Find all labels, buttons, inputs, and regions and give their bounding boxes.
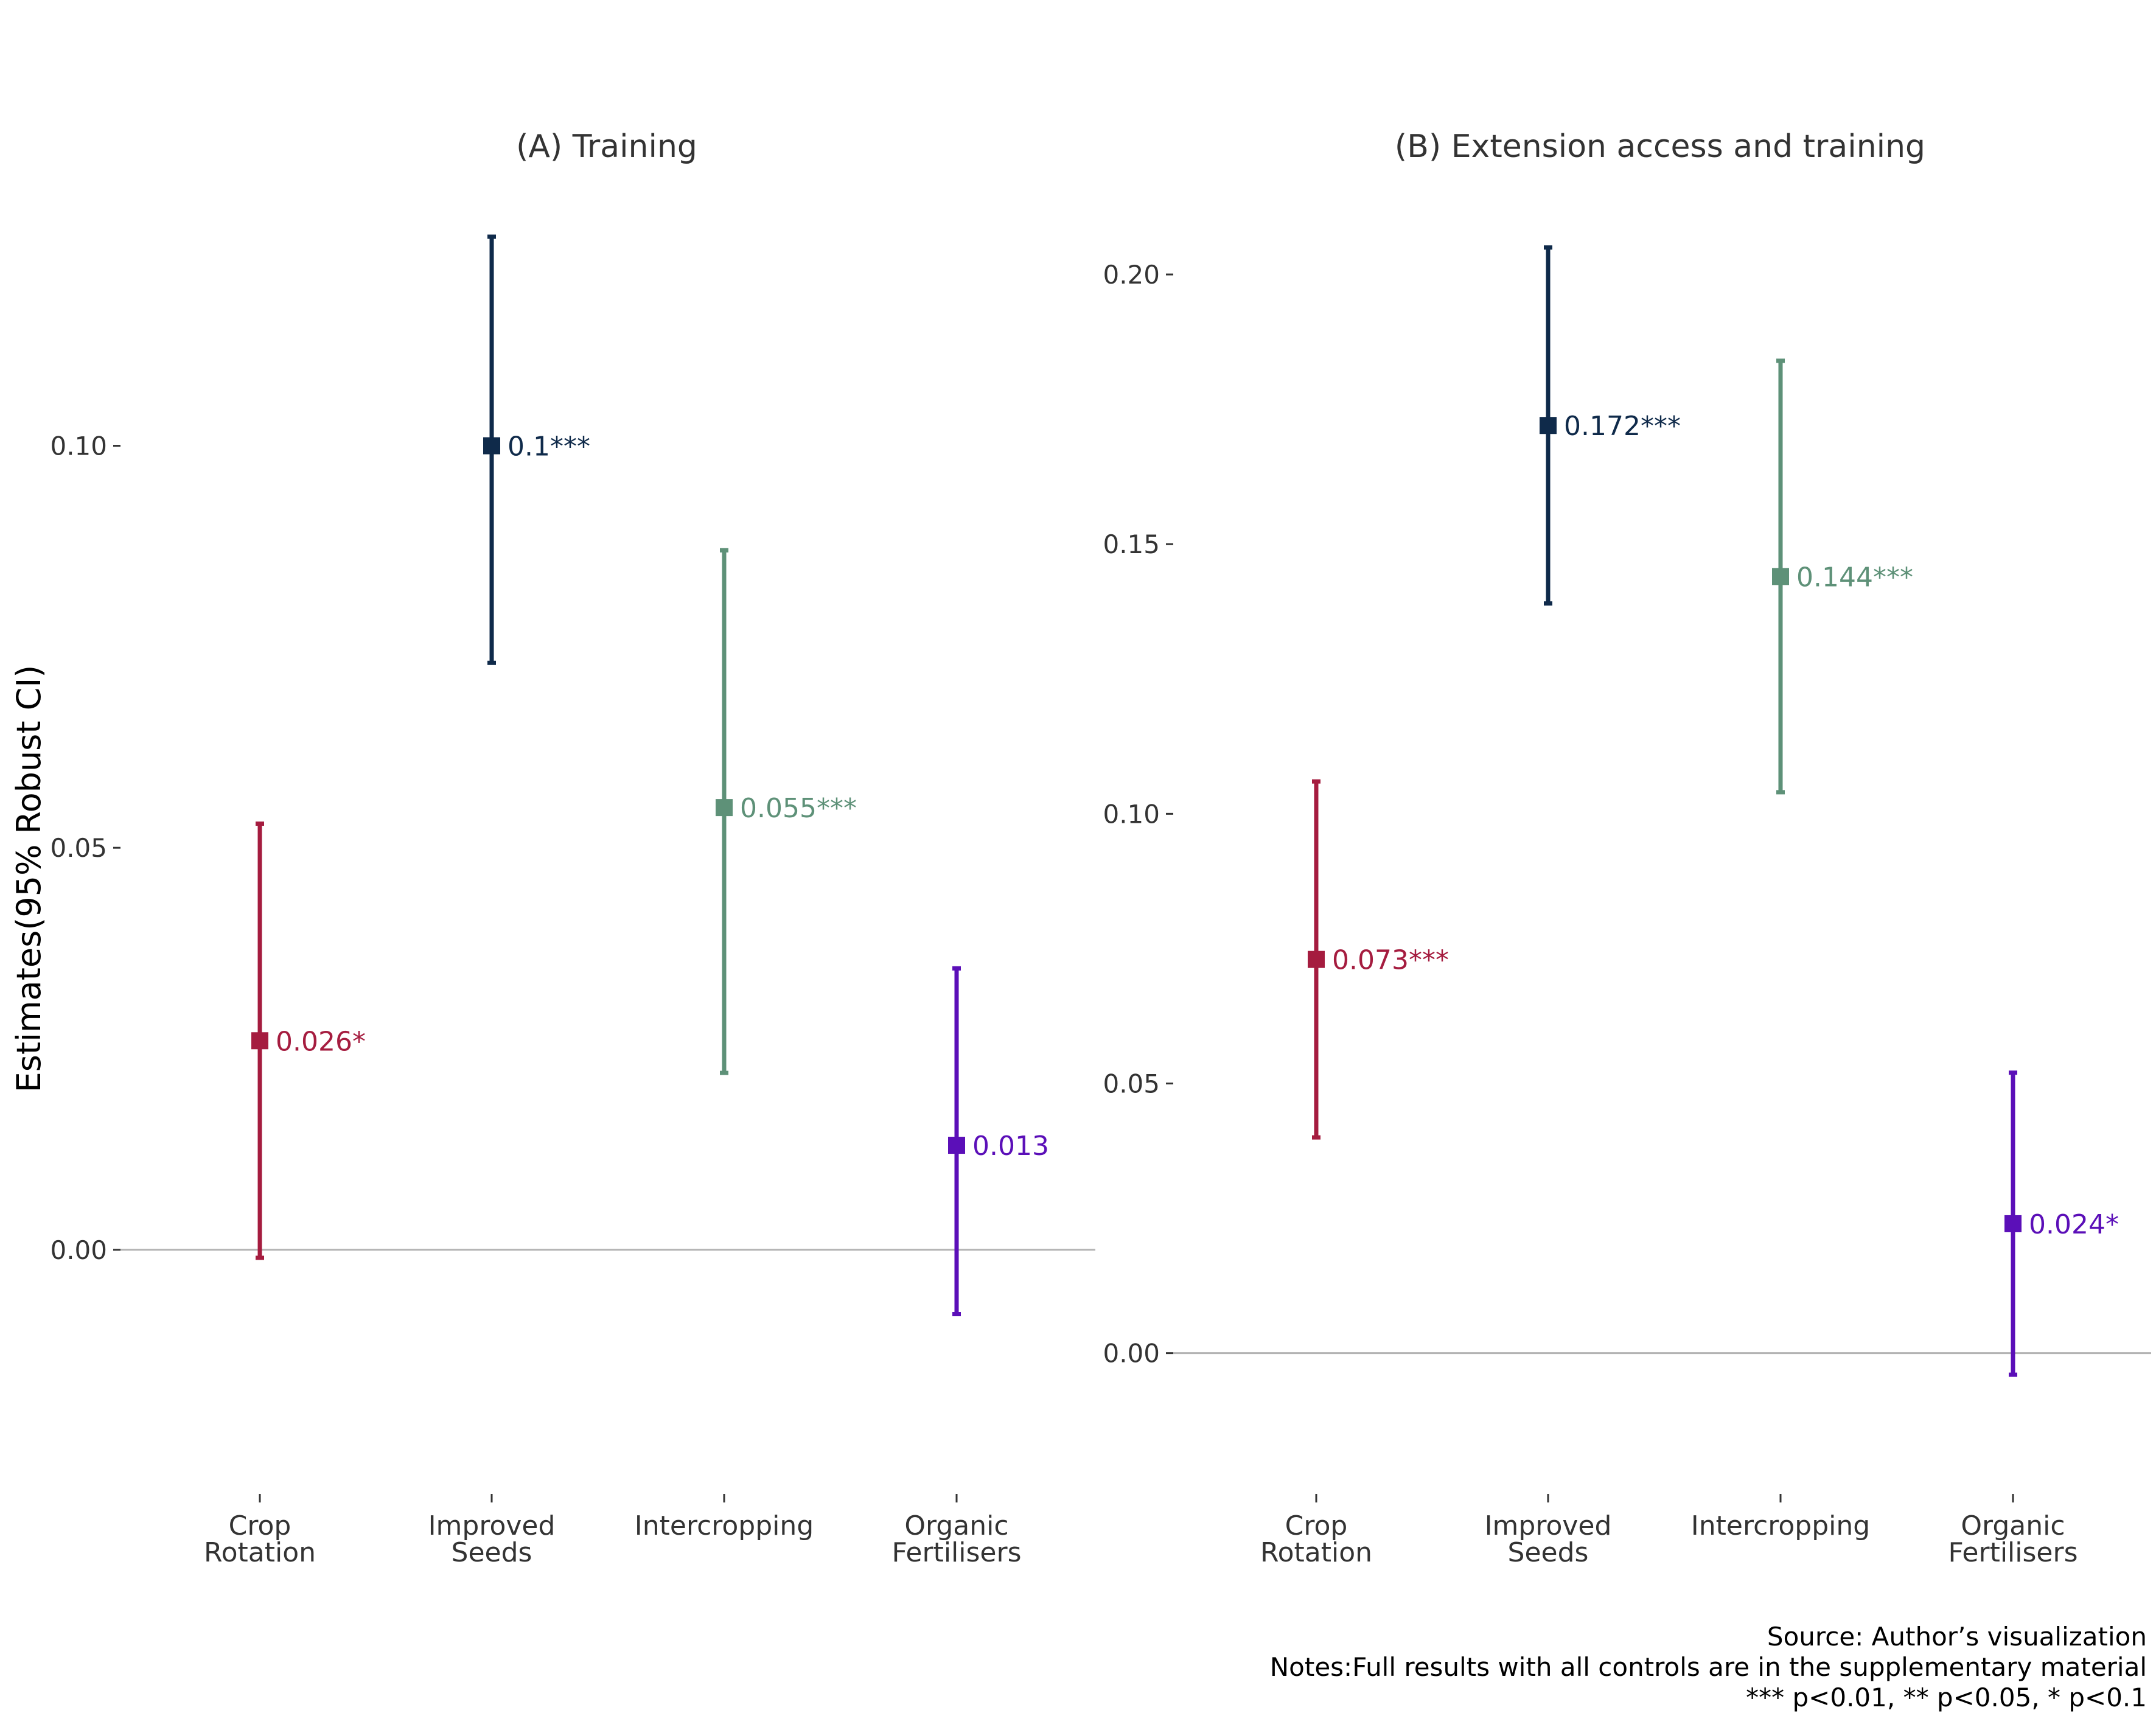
panel-a-y-tick-label: 0.00: [50, 1235, 107, 1265]
panel-b-point-organic-fertilisers: [2004, 1215, 2022, 1232]
panel-b-estimate-label-improved-seeds: 0.172***: [1564, 411, 1681, 442]
panel-a: 0.00 0.05 0.10 Crop Rotation Improved Seeds Int…: [50, 234, 1095, 1568]
panel-a-title: (A) Training: [516, 128, 697, 165]
panel-a-x-label-organic-fertilisers: Organic Fertilisers: [892, 1510, 1022, 1568]
panel-b-y-tick-label: 0.00: [1103, 1339, 1160, 1369]
panel-b-y-tick-label: 0.10: [1103, 799, 1160, 829]
panel-b-x-label-organic-fertilisers: Organic Fertilisers: [1948, 1510, 2078, 1568]
panel-b-estimate-label-organic-fertilisers: 0.024*: [2029, 1209, 2119, 1240]
panel-a-y-tick-label: 0.10: [50, 431, 107, 461]
panel-a-point-crop-rotation: [251, 1032, 268, 1050]
controls-note: Notes:Full results with all controls are…: [1270, 1652, 2147, 1682]
panel-a-estimate-label-crop-rotation: 0.026*: [276, 1026, 366, 1057]
panel-a-estimate-label-intercropping: 0.055***: [740, 793, 857, 824]
panel-a-x-label-crop-rotation: Crop Rotation: [204, 1510, 316, 1568]
significance-note: *** p<0.01, ** p<0.05, * p<0.1: [1746, 1683, 2147, 1712]
panel-a-x-label-intercropping: Intercropping: [635, 1510, 814, 1541]
panel-b-x-label-crop-rotation: Crop Rotation: [1260, 1510, 1372, 1568]
panel-b-y-tick-label: 0.05: [1103, 1069, 1160, 1098]
panel-a-estimate-label-organic-fertilisers: 0.013: [972, 1131, 1049, 1162]
panel-b: 0.00 0.05 0.10 0.15 0.20 Crop Rotation Improved…: [1103, 245, 2151, 1568]
panel-b-estimate-label-intercropping: 0.144***: [1796, 562, 1913, 593]
panel-a-x-label-improved-seeds: Improved Seeds: [428, 1510, 556, 1568]
panel-b-estimate-label-crop-rotation: 0.073***: [1332, 945, 1449, 976]
panel-a-y-tick-label: 0.05: [50, 833, 107, 863]
panel-a-estimate-label-improved-seeds: 0.1***: [508, 431, 590, 462]
source-note: Source: Author’s visualization: [1767, 1622, 2147, 1652]
panel-b-x-label-intercropping: Intercropping: [1691, 1510, 1870, 1541]
panel-b-point-improved-seeds: [1540, 417, 1557, 434]
panel-b-y-tick-label: 0.15: [1103, 529, 1160, 559]
panel-b-x-label-improved-seeds: Improved Seeds: [1485, 1510, 1612, 1568]
panel-b-point-intercropping: [1772, 568, 1789, 585]
panel-a-point-intercropping: [716, 799, 733, 817]
panel-b-point-crop-rotation: [1308, 951, 1325, 968]
panel-a-point-organic-fertilisers: [948, 1137, 965, 1154]
panel-b-y-tick-label: 0.20: [1103, 260, 1160, 290]
panel-a-point-improved-seeds: [483, 437, 500, 455]
panel-b-title: (B) Extension access and training: [1395, 128, 1925, 165]
y-axis-label: Estimates(95% Robust CI): [10, 665, 48, 1093]
